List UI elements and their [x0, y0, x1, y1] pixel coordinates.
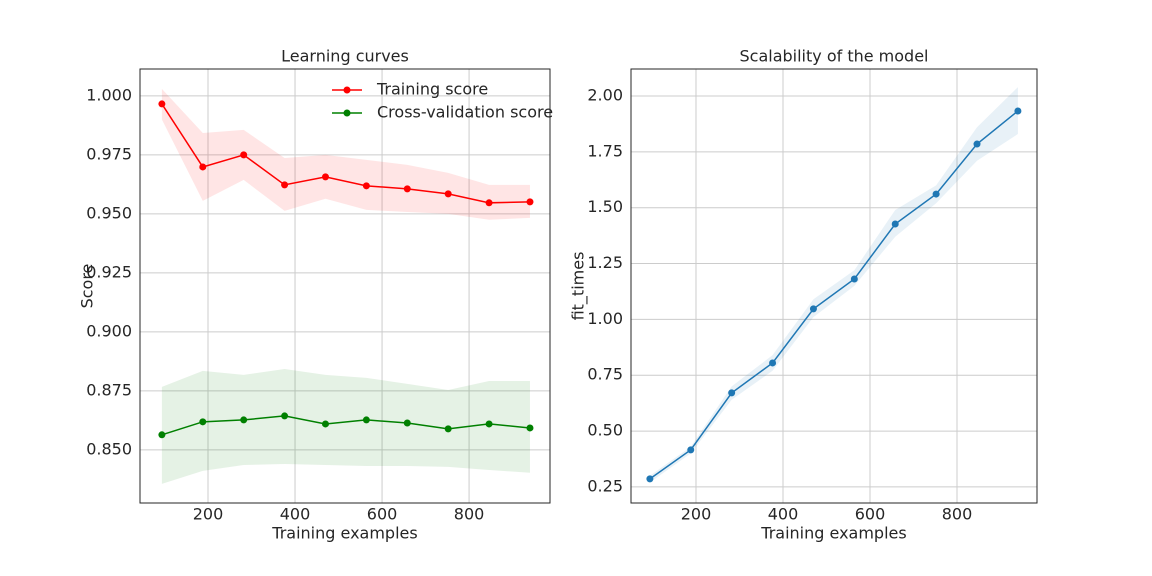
point [850, 275, 858, 283]
point [687, 446, 695, 454]
line [649, 110, 1019, 480]
y-axis-label: Score [78, 264, 97, 309]
x-tick-label: 800 [942, 505, 973, 524]
band [161, 368, 530, 484]
point [932, 190, 940, 198]
band [161, 88, 530, 220]
y-tick-label: 1.000 [86, 85, 132, 104]
point [362, 416, 370, 424]
x-axis-label: Training examples [271, 524, 417, 543]
y-tick-label: 1.75 [587, 141, 623, 160]
point [891, 220, 899, 228]
point [973, 140, 981, 148]
x-tick-label: 200 [193, 505, 224, 524]
x-tick-label: 600 [367, 505, 398, 524]
line [161, 103, 531, 204]
y-tick-label: 0.900 [86, 321, 132, 340]
legend-marker [343, 109, 351, 117]
point [809, 305, 817, 313]
line [161, 415, 531, 436]
legend-label: Training score [376, 80, 488, 99]
y-tick-label: 0.50 [587, 421, 623, 440]
y-tick-label: 0.25 [587, 476, 623, 495]
point [526, 424, 534, 432]
point [1014, 107, 1022, 115]
point [362, 182, 370, 190]
point [728, 389, 736, 397]
x-tick-label: 600 [855, 505, 886, 524]
point [769, 359, 777, 367]
y-tick-label: 0.975 [86, 144, 132, 163]
point [240, 416, 248, 424]
x-axis-label: Training examples [760, 524, 906, 543]
legend-label: Cross-validation score [377, 103, 553, 122]
x-tick-label: 200 [681, 505, 712, 524]
point [444, 190, 452, 198]
plot-frame [630, 68, 1038, 504]
point [403, 185, 411, 193]
y-tick-label: 0.925 [86, 262, 132, 281]
point [158, 100, 166, 108]
y-tick-label: 0.875 [86, 380, 132, 399]
chart-title: Learning curves [281, 47, 409, 66]
point [281, 412, 289, 420]
x-tick-label: 800 [454, 505, 485, 524]
point [485, 420, 493, 428]
chart-title: Scalability of the model [740, 47, 929, 66]
point [321, 420, 329, 428]
band [649, 87, 1018, 483]
y-tick-label: 0.850 [86, 439, 132, 458]
point [321, 173, 329, 181]
legend-marker [343, 86, 351, 94]
y-axis-label: fit_times [569, 252, 589, 321]
x-tick-label: 400 [768, 505, 799, 524]
point [199, 163, 207, 171]
point [444, 425, 452, 433]
point [646, 475, 654, 483]
point [158, 431, 166, 439]
y-tick-label: 2.00 [587, 86, 623, 105]
y-tick-label: 0.75 [587, 365, 623, 384]
y-tick-label: 0.950 [86, 203, 132, 222]
plot-frame [139, 68, 551, 504]
point [240, 151, 248, 159]
point [199, 418, 207, 426]
x-tick-label: 400 [280, 505, 311, 524]
y-tick-label: 1.00 [587, 309, 623, 328]
y-tick-label: 1.25 [587, 253, 623, 272]
point [526, 198, 534, 206]
point [403, 419, 411, 427]
y-tick-label: 1.50 [587, 197, 623, 216]
point [281, 181, 289, 189]
point [485, 199, 493, 207]
